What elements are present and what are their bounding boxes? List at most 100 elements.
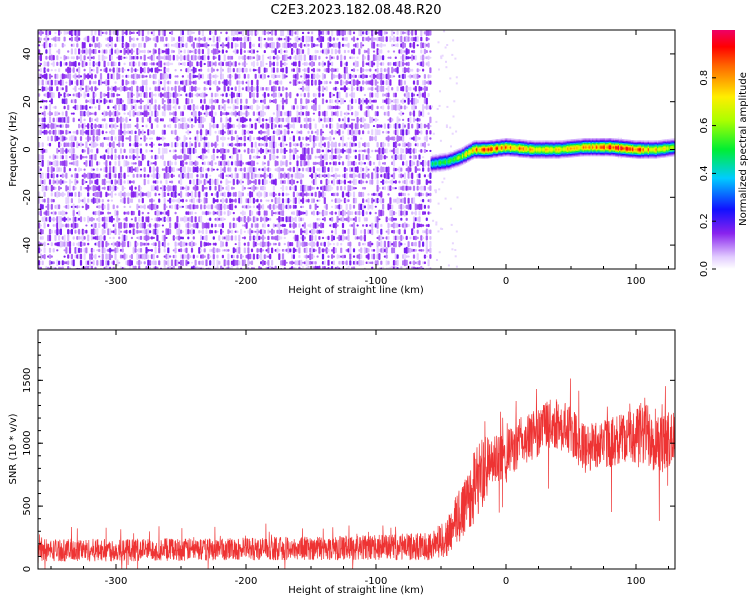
noise-cell (387, 105, 390, 110)
noise-cell (158, 217, 161, 222)
noise-cell (307, 243, 310, 246)
noise-cell (367, 241, 370, 247)
noise-cell (76, 35, 79, 43)
noise-cell (45, 49, 48, 54)
noise-cell (269, 230, 272, 233)
noise-cell (103, 222, 106, 229)
noise-cell (336, 179, 339, 185)
noise-cell (263, 142, 266, 147)
noise-cell (147, 56, 150, 59)
noise-cell (89, 99, 92, 104)
noise-cell (50, 75, 53, 78)
noise-cell (212, 55, 215, 60)
noise-cell (170, 112, 174, 115)
noise-cell (114, 85, 117, 92)
noise-cell (83, 60, 86, 68)
noise-cell (365, 180, 368, 184)
noise-cell (209, 106, 212, 109)
noise-cell (54, 129, 57, 135)
noise-cell (56, 55, 59, 61)
noise-cell (220, 166, 223, 173)
noise-cell (141, 50, 144, 53)
noise-cell (116, 30, 119, 36)
noise-cell (163, 259, 166, 266)
noise-cell (154, 93, 157, 97)
noise-cell (341, 216, 345, 222)
noise-cell (316, 186, 319, 190)
noise-cell (352, 218, 356, 221)
noise-cell (203, 222, 206, 229)
noise-cell (70, 99, 73, 104)
noise-cell (158, 210, 161, 216)
noise-cell (372, 54, 376, 62)
noise-cell (365, 74, 368, 79)
noise-cell (372, 118, 376, 121)
noise-cell (307, 111, 310, 116)
noise-cell (47, 160, 50, 167)
noise-cell (280, 117, 283, 122)
noise-cell (119, 222, 123, 229)
noise-cell (340, 149, 343, 153)
noise-cell (63, 44, 66, 47)
noise-cell (96, 117, 99, 123)
noise-cell (261, 143, 265, 146)
noise-cell (156, 86, 159, 92)
noise-cell (372, 192, 376, 196)
noise-cell (61, 111, 64, 116)
noise-cell (234, 205, 237, 209)
noise-cell (116, 240, 119, 248)
noise-cell (387, 240, 390, 248)
noise-cell (150, 62, 153, 66)
noise-cell (256, 217, 259, 222)
noise-cell (389, 266, 392, 269)
noise-cell (89, 80, 92, 85)
noise-cell (65, 129, 68, 135)
noise-cell (278, 37, 281, 41)
noise-cell (114, 43, 117, 48)
noise-cell (149, 68, 152, 72)
noise-cell (263, 162, 266, 165)
noise-cell (141, 153, 144, 161)
noise-cell (216, 217, 219, 222)
noise-cell (387, 50, 390, 53)
noise-cell (89, 149, 92, 153)
noise-cell (254, 87, 257, 91)
noise-cell (247, 161, 250, 166)
noise-cell (105, 37, 108, 41)
noise-cell (263, 30, 266, 36)
noise-cell (351, 111, 354, 116)
noise-cell (70, 43, 73, 47)
noise-cell (78, 62, 81, 66)
noise-cell (47, 143, 50, 146)
noise-cell (150, 203, 153, 211)
noise-cell (154, 173, 157, 178)
noise-cell (289, 230, 292, 233)
noise-cell (159, 73, 163, 80)
noise-cell (167, 185, 170, 192)
noise-cell (118, 178, 121, 186)
noise-cell (212, 74, 215, 78)
noise-cell (380, 79, 383, 86)
noise-cell (261, 148, 265, 153)
noise-cell (79, 136, 83, 141)
noise-cell (301, 205, 305, 208)
noise-cell (112, 72, 115, 80)
noise-cell (189, 167, 192, 172)
noise-cell (123, 159, 126, 167)
noise-cell (132, 37, 135, 42)
noise-cell (365, 30, 368, 35)
noise-cell (312, 166, 315, 173)
noise-cell (360, 104, 363, 111)
noise-cell (327, 241, 330, 247)
noise-cell (205, 197, 208, 204)
noise-cell (92, 168, 95, 171)
noise-cell (170, 161, 174, 166)
noise-cell (70, 228, 73, 235)
noise-cell (387, 130, 390, 134)
noise-cell (125, 49, 128, 54)
noise-cell (345, 260, 348, 266)
noise-cell (229, 211, 232, 215)
noise-cell (349, 93, 352, 97)
noise-cell (152, 105, 155, 110)
noise-cell (227, 180, 230, 184)
